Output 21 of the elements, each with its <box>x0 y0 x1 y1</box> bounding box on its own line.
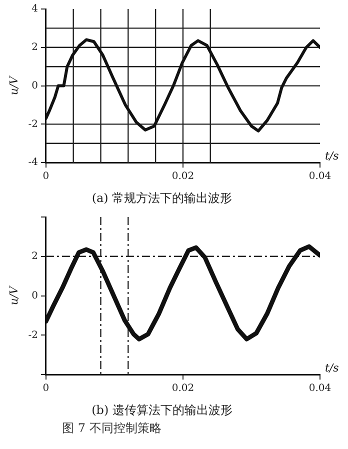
x-axis-title: t/s <box>325 149 340 162</box>
y-axis-title: u/V <box>7 285 20 306</box>
x-tick-label: 0.04 <box>308 171 332 182</box>
text: (a) 常规方法下的输出波形 <box>92 190 232 205</box>
x-axis-title: t/s <box>325 361 340 374</box>
x-tick-label: 0 <box>42 171 50 182</box>
y-tick-label: 2 <box>32 42 38 53</box>
x-tick-label: 0 <box>42 383 50 394</box>
x-tick-label: 0.02 <box>172 383 194 394</box>
y-tick-label: -4 <box>28 157 38 168</box>
y-axis-title: u/V <box>7 75 20 96</box>
x-tick-label: 0.04 <box>308 383 332 394</box>
y-tick-label: 4 <box>32 4 38 15</box>
text: (b) 遗传算法下的输出波形 <box>92 402 232 417</box>
caption: 图 7 不同控制策略 <box>62 420 162 437</box>
y-tick-label: 0 <box>32 290 38 302</box>
y-tick-label: -2 <box>28 118 38 130</box>
x-tick-label: 0.02 <box>172 171 194 182</box>
y-tick-label: -2 <box>28 330 38 341</box>
y-tick-label: 0 <box>32 80 38 92</box>
y-tick-label: 2 <box>32 250 38 262</box>
